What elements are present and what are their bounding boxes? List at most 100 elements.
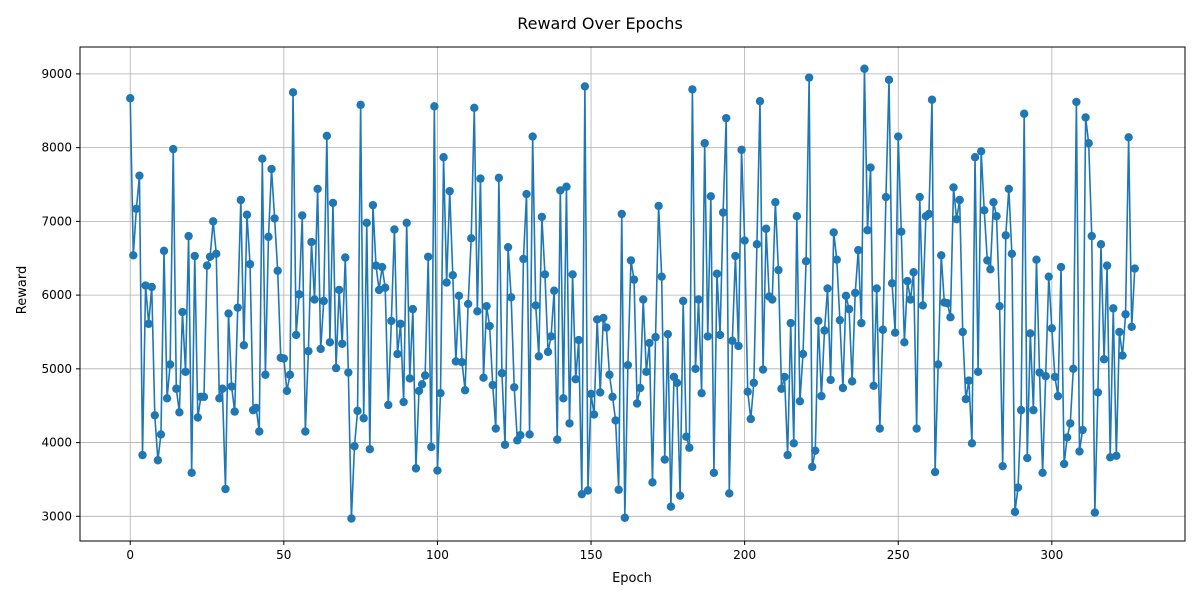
reward-data-point	[1004, 184, 1014, 194]
reward-data-point	[169, 144, 178, 154]
reward-data-point	[743, 387, 752, 396]
reward-data-point	[854, 245, 863, 255]
reward-data-point	[559, 394, 568, 403]
reward-data-point	[279, 354, 289, 363]
reward-data-point	[657, 272, 666, 281]
reward-data-point	[780, 372, 789, 382]
reward-data-point	[857, 318, 866, 328]
reward-data-point	[927, 95, 937, 104]
reward-data-point	[986, 265, 995, 274]
reward-data-point	[433, 466, 442, 475]
reward-data-point	[1090, 508, 1100, 517]
reward-data-point	[187, 468, 196, 477]
reward-data-point	[715, 330, 725, 340]
reward-data-point	[479, 373, 488, 382]
reward-data-point	[1093, 388, 1103, 397]
reward-data-point	[952, 214, 961, 224]
reward-data-point	[1087, 231, 1096, 241]
reward-data-point	[230, 407, 239, 416]
reward-data-point	[881, 192, 891, 202]
reward-data-point	[457, 358, 467, 367]
reward-data-point	[427, 442, 436, 452]
reward-data-point	[562, 182, 571, 191]
reward-data-point	[1099, 355, 1109, 364]
reward-data-point	[998, 461, 1007, 471]
reward-data-point	[344, 368, 353, 377]
reward-data-point	[1044, 272, 1053, 281]
reward-data-point	[319, 296, 328, 306]
reward-data-point	[897, 227, 906, 236]
reward-data-point	[808, 462, 817, 472]
reward-data-point	[338, 339, 347, 348]
reward-data-point	[316, 344, 325, 354]
reward-data-point	[605, 370, 614, 379]
reward-data-point	[930, 467, 940, 477]
y-tick-label: 7000	[41, 214, 72, 228]
reward-data-point	[755, 96, 765, 106]
y-tick-label: 4000	[41, 436, 72, 450]
reward-data-point	[740, 236, 749, 245]
reward-data-point	[949, 183, 958, 192]
reward-data-point	[236, 195, 246, 205]
reward-data-point	[678, 296, 688, 306]
reward-data-point	[663, 329, 673, 339]
reward-data-point	[614, 485, 623, 494]
reward-data-point	[863, 226, 872, 235]
reward-data-point	[362, 218, 371, 228]
y-tick-label: 9000	[41, 67, 72, 81]
reward-data-point	[258, 154, 267, 163]
reward-data-point	[823, 284, 832, 293]
reward-data-point	[242, 210, 252, 219]
reward-data-point	[1013, 483, 1023, 492]
reward-data-point	[497, 369, 507, 378]
x-axis-label: Epoch	[612, 571, 652, 586]
reward-data-point	[1019, 109, 1029, 118]
reward-data-point	[331, 363, 341, 373]
reward-data-point	[135, 171, 144, 180]
reward-data-point	[906, 295, 915, 304]
reward-data-point	[506, 293, 516, 302]
reward-data-point	[832, 255, 841, 264]
reward-data-point	[645, 338, 654, 348]
reward-data-point	[946, 313, 955, 322]
reward-data-point	[503, 242, 513, 252]
reward-data-point	[190, 251, 199, 261]
reward-data-point	[267, 164, 276, 174]
x-tick-label: 50	[276, 548, 291, 562]
reward-data-point	[777, 384, 786, 393]
reward-data-point	[706, 192, 716, 201]
reward-data-point	[451, 357, 461, 366]
reward-data-point	[872, 284, 881, 293]
reward-data-point	[912, 424, 921, 433]
reward-data-point	[414, 386, 424, 396]
reward-data-point	[620, 513, 630, 522]
reward-data-point	[672, 378, 682, 388]
reward-data-point	[976, 147, 986, 156]
reward-data-point	[261, 370, 270, 379]
reward-data-point	[282, 386, 292, 396]
reward-data-point	[1096, 240, 1106, 249]
reward-data-point	[294, 290, 304, 299]
reward-data-point	[937, 251, 946, 260]
reward-data-point	[476, 174, 485, 183]
reward-data-point	[761, 224, 771, 233]
reward-data-point	[995, 301, 1004, 311]
reward-data-point	[583, 486, 593, 495]
reward-data-point	[608, 392, 617, 402]
reward-data-point	[516, 431, 525, 440]
reward-data-point	[528, 132, 537, 141]
reward-data-point	[273, 266, 282, 275]
reward-data-point	[377, 262, 387, 272]
reward-data-point	[1072, 97, 1081, 107]
reward-data-point	[1069, 364, 1078, 374]
reward-data-point	[245, 259, 255, 269]
reward-data-point	[648, 478, 657, 487]
reward-data-point	[771, 198, 780, 207]
reward-data-point	[623, 360, 633, 370]
reward-data-point	[586, 389, 596, 399]
reward-data-point	[399, 397, 408, 407]
reward-data-point	[1081, 113, 1090, 122]
reward-series-line	[129, 67, 1136, 520]
reward-data-point	[795, 397, 805, 406]
